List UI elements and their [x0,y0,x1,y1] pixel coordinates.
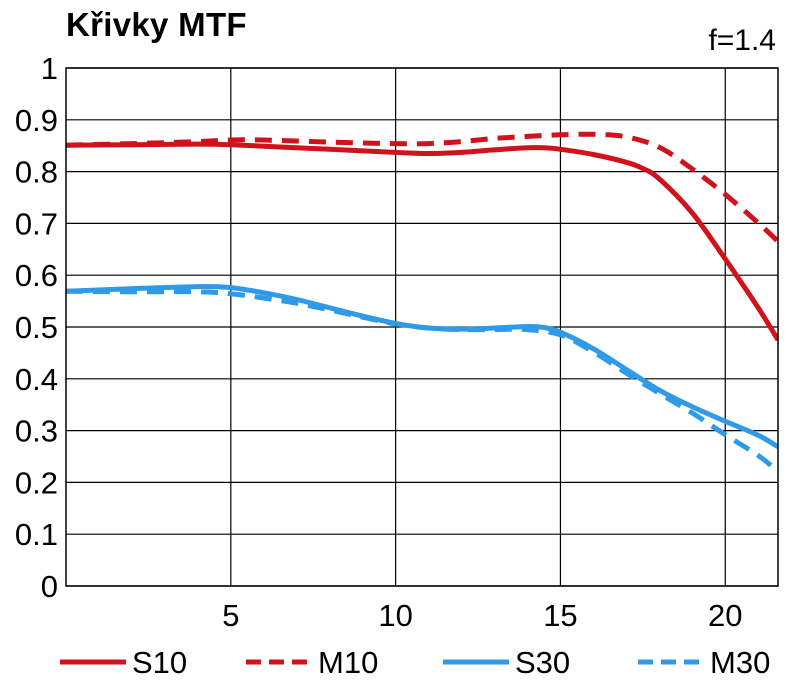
x-axis-ticks: 5 10 15 20 [222,598,742,633]
y-tick-label: 0.7 [15,206,58,241]
x-tick-label: 20 [708,598,742,633]
y-tick-label: 0.8 [15,155,58,190]
chart-title: Křivky MTF [66,6,247,43]
y-tick-label: 0.3 [15,414,58,449]
aperture-label: f=1.4 [708,24,776,57]
legend-label: M30 [710,645,770,680]
legend-label: M10 [318,645,378,680]
series-line-m30 [66,288,778,474]
y-tick-label: 0.4 [15,362,58,397]
x-tick-label: 5 [222,598,239,633]
series-line-m10 [66,131,778,244]
series-layer [66,131,778,474]
y-tick-label: 0.2 [15,465,58,500]
series-line-s30 [66,284,778,449]
legend-item-m10: M10 [246,645,378,680]
legend-label: S30 [515,645,570,680]
legend-item-m30: M30 [638,645,770,680]
legend-item-s10: S10 [60,645,187,680]
y-tick-label: 0 [41,569,58,604]
y-tick-label: 1 [41,51,58,86]
legend-item-s30: S30 [443,645,570,680]
plot-frame [65,67,779,587]
y-tick-label: 0.6 [15,258,58,293]
y-tick-label: 0.5 [15,310,58,345]
y-axis-ticks: 0 0.1 0.2 0.3 0.4 0.5 0.6 0.7 0.8 0.9 1 [15,51,58,604]
legend-label: S10 [132,645,187,680]
legend: S10 M10 S30 M30 [60,645,770,680]
series-line-s10 [66,141,778,342]
y-tick-label: 0.9 [15,103,58,138]
x-tick-label: 15 [543,598,577,633]
y-tick-label: 0.1 [15,517,58,552]
x-tick-label: 10 [378,598,412,633]
